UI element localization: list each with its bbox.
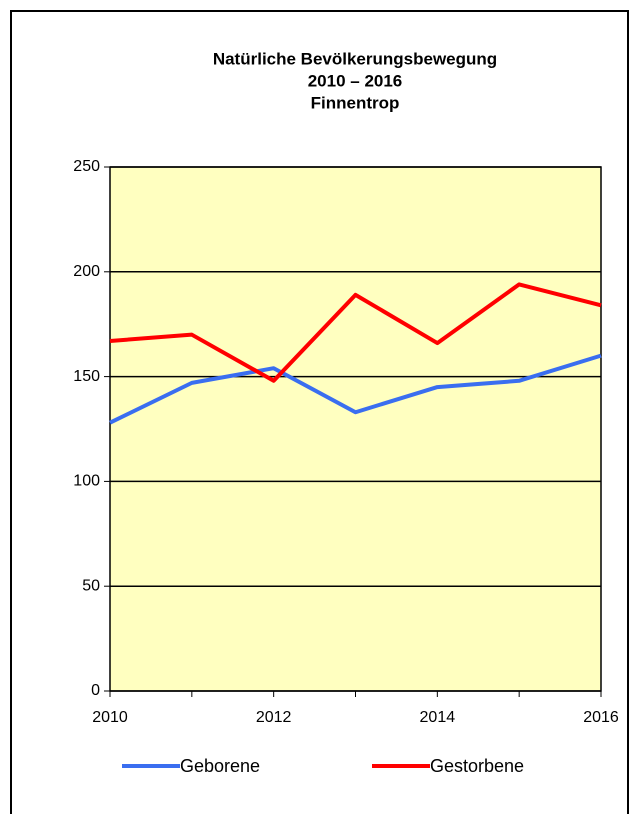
legend-label: Geborene (180, 756, 260, 776)
y-tick-label: 50 (82, 577, 100, 594)
chart-title: Finnentrop (311, 93, 400, 112)
x-tick-label: 2012 (256, 709, 292, 726)
series-line (109, 282, 602, 383)
y-tick-label: 150 (73, 368, 100, 385)
legend-label: Gestorbene (430, 756, 524, 776)
chart-title: 2010 – 2016 (308, 71, 403, 90)
y-tick-label: 250 (73, 158, 100, 175)
y-tick-label: 100 (73, 473, 100, 490)
x-tick-label: 2014 (420, 709, 456, 726)
y-tick-label: 200 (73, 263, 100, 280)
y-tick-label: 0 (91, 682, 100, 699)
plot-background (109, 166, 602, 692)
chart-title: Natürliche Bevölkerungsbewegung (213, 49, 497, 68)
x-tick-label: 2016 (583, 709, 619, 726)
series-line (109, 353, 602, 425)
x-tick-label: 2010 (92, 709, 128, 726)
